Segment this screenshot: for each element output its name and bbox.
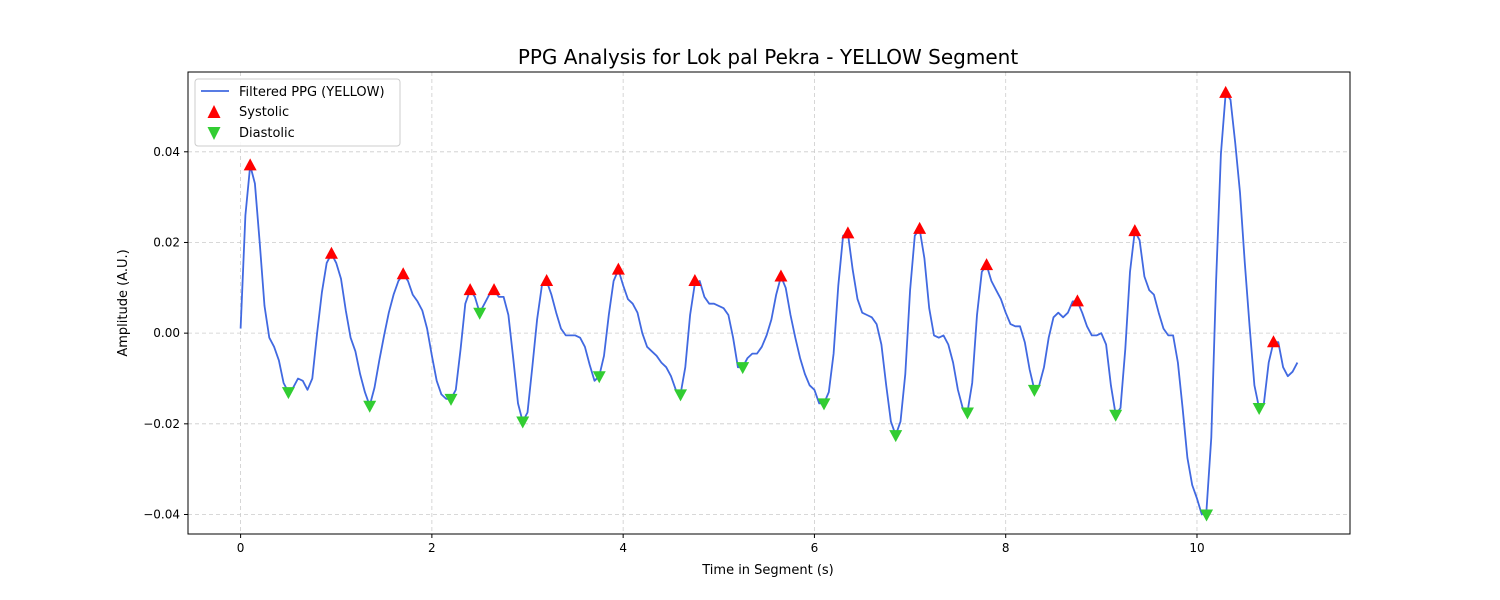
systolic-marker (487, 283, 501, 296)
x-tick-label: 2 (428, 541, 436, 555)
x-tick-label: 0 (237, 541, 245, 555)
axis-ticks: 0 2 4 6 8 10 −0.04 −0.02 0.00 0.02 0.04 (143, 145, 1204, 555)
legend-systolic-marker (207, 105, 221, 118)
x-tick-label: 4 (619, 541, 627, 555)
plot-frame (187, 71, 1351, 535)
y-tick-label: −0.02 (143, 417, 180, 431)
y-axis-label: Amplitude (A.U.) (116, 249, 131, 356)
diastolic-marker (1109, 409, 1123, 422)
diastolic-marker (960, 407, 974, 420)
grid-lines (188, 72, 1350, 534)
x-tick-label: 8 (1002, 541, 1010, 555)
diastolic-marker (1027, 384, 1041, 397)
diastolic-marker (363, 400, 377, 413)
systolic-marker (1219, 85, 1233, 98)
systolic-marker (841, 226, 855, 239)
y-tick-label: 0.00 (153, 326, 180, 340)
systolic-marker (463, 283, 477, 296)
systolic-marker (1070, 294, 1084, 307)
systolic-marker (774, 269, 788, 282)
diastolic-marker (1200, 509, 1214, 522)
ppg-series-line (239, 92, 1299, 516)
diastolic-marker (736, 362, 750, 375)
y-tick-label: 0.02 (153, 235, 180, 249)
systolic-marker (540, 274, 554, 287)
systolic-marker (611, 262, 625, 275)
diastolic-marker (674, 389, 688, 402)
chart-title: PPG Analysis for Lok pal Pekra - YELLOW … (518, 45, 1019, 69)
diastolic-marker (281, 387, 295, 400)
systolic-marker (980, 258, 994, 271)
systolic-marker (243, 158, 257, 171)
diastolic-marker (444, 393, 458, 406)
plot-area (239, 85, 1299, 522)
y-tick-label: −0.04 (143, 508, 180, 522)
x-tick-label: 10 (1189, 541, 1204, 555)
legend-label-systolic: Systolic (239, 105, 289, 120)
legend-label-filtered: Filtered PPG (YELLOW) (239, 85, 385, 100)
systolic-marker (1266, 335, 1280, 348)
legend-diastolic-marker (207, 127, 221, 140)
y-tick-label: 0.04 (153, 145, 180, 159)
systolic-marker (396, 267, 410, 280)
systolic-marker (1128, 224, 1142, 237)
legend-label-diastolic: Diastolic (239, 126, 295, 141)
diastolic-marker (592, 371, 606, 384)
diastolic-marker (1252, 402, 1266, 415)
systolic-marker (324, 246, 338, 259)
diastolic-marker (516, 416, 530, 429)
x-tick-label: 6 (811, 541, 819, 555)
legend-frame (194, 78, 401, 147)
diastolic-marker (889, 430, 903, 443)
x-axis-label: Time in Segment (s) (701, 563, 833, 578)
diastolic-marker (817, 398, 831, 411)
legend: Filtered PPG (YELLOW) Systolic Diastolic (194, 78, 401, 147)
diastolic-marker (473, 307, 487, 320)
systolic-marker (688, 274, 702, 287)
systolic-marker (913, 221, 927, 234)
